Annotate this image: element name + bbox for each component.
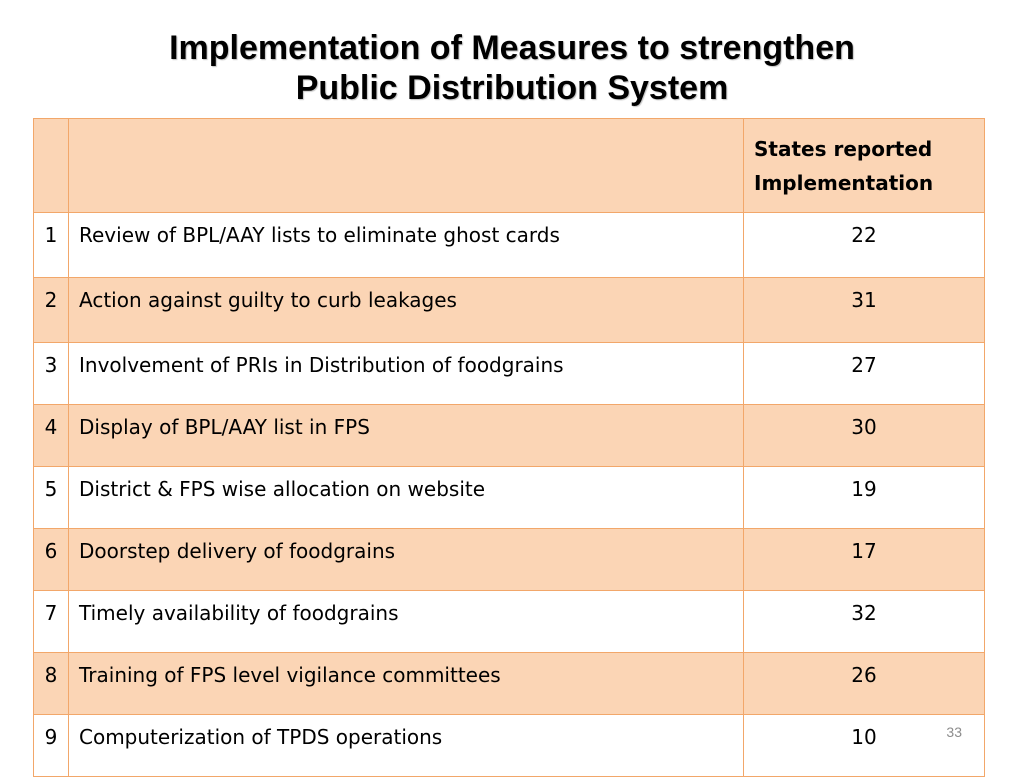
slide-title-line-2: Public Distribution System [295,69,729,107]
table-row: 5 District & FPS wise allocation on webs… [33,466,985,529]
table-row: 8 Training of FPS level vigilance commit… [33,652,985,715]
row-value: 10 [743,714,985,777]
row-value: 26 [743,652,985,715]
table-row: 6 Doorstep delivery of foodgrains 17 [33,528,985,591]
row-number: 3 [33,342,69,405]
slide-number: 33 [946,724,962,740]
table-row: 4 Display of BPL/AAY list in FPS 30 [33,404,985,467]
table-row: 7 Timely availability of foodgrains 32 [33,590,985,653]
row-number: 8 [33,652,69,715]
row-value: 17 [743,528,985,591]
slide-title: Implementation of Measures to strengthen… [0,28,1024,108]
table-row: 3 Involvement of PRIs in Distribution of… [33,342,985,405]
row-number: 1 [33,212,69,278]
row-measure: Action against guilty to curb leakages [68,277,744,343]
row-value: 32 [743,590,985,653]
row-number: 5 [33,466,69,529]
row-measure: Involvement of PRIs in Distribution of f… [68,342,744,405]
row-value: 31 [743,277,985,343]
row-number: 6 [33,528,69,591]
row-number: 2 [33,277,69,343]
row-measure: Training of FPS level vigilance committe… [68,652,744,715]
table-row: 9 Computerization of TPDS operations 10 [33,714,985,777]
row-value: 27 [743,342,985,405]
measures-table: States reported Implementation 1 Review … [33,118,985,777]
slide-title-line-1: Implementation of Measures to strengthen [169,29,855,67]
row-measure: Doorstep delivery of foodgrains [68,528,744,591]
row-value: 22 [743,212,985,278]
row-measure: District & FPS wise allocation on websit… [68,466,744,529]
table-row: 2 Action against guilty to curb leakages… [33,277,985,343]
row-measure: Display of BPL/AAY list in FPS [68,404,744,467]
row-value: 19 [743,466,985,529]
table-header-row: States reported Implementation [33,118,985,213]
header-value-cell: States reported Implementation [743,118,985,213]
header-measure-cell [68,118,744,213]
header-value-line-2: Implementation [754,170,934,195]
table-row: 1 Review of BPL/AAY lists to eliminate g… [33,212,985,278]
row-number: 9 [33,714,69,777]
header-num-cell [33,118,69,213]
row-measure: Timely availability of foodgrains [68,590,744,653]
row-measure: Review of BPL/AAY lists to eliminate gho… [68,212,744,278]
header-value-line-1: States reported [754,136,933,161]
row-number: 4 [33,404,69,467]
row-value: 30 [743,404,985,467]
row-measure: Computerization of TPDS operations [68,714,744,777]
row-number: 7 [33,590,69,653]
